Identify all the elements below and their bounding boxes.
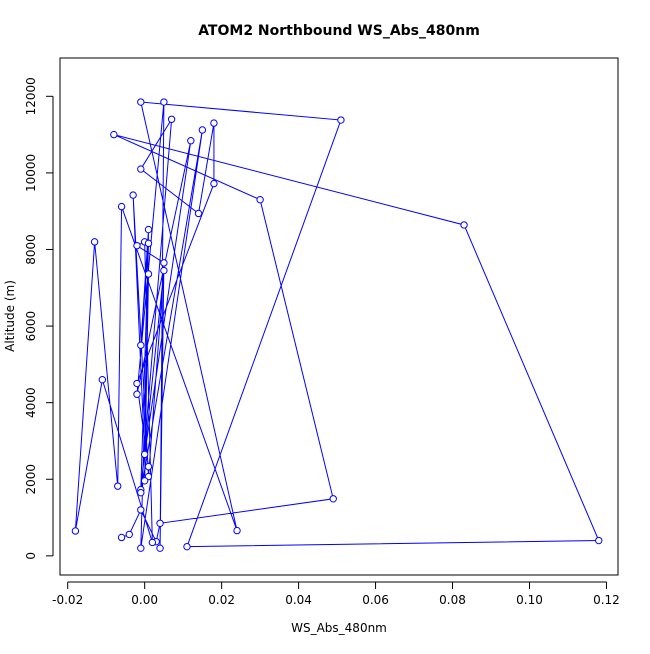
data-point xyxy=(140,477,149,485)
x-tick-label: 0.04 xyxy=(285,593,312,607)
plot-frame xyxy=(59,57,619,576)
x-tick-label: 0.08 xyxy=(439,593,466,607)
data-point xyxy=(198,126,207,134)
y-tick-label: 8000 xyxy=(24,234,38,265)
data-point xyxy=(187,137,195,145)
data-point xyxy=(71,527,80,535)
y-axis: 0 2000 4000 6000 8000 10000 12000 xyxy=(24,77,54,560)
y-tick-label: 2000 xyxy=(24,464,38,495)
data-point xyxy=(144,270,153,278)
x-tick-label: -0.02 xyxy=(52,593,83,607)
data-point xyxy=(117,533,126,542)
data-point xyxy=(256,195,264,204)
x-axis: -0.02 0.00 0.02 0.04 0.06 0.08 0.10 0.12 xyxy=(52,581,620,607)
data-point xyxy=(125,530,133,539)
data-point xyxy=(137,506,145,514)
x-tick-label: 0.00 xyxy=(131,593,158,607)
data-point xyxy=(140,450,149,459)
y-tick-label: 12000 xyxy=(24,77,38,115)
data-point xyxy=(114,482,122,490)
data-point xyxy=(233,526,241,535)
data-point xyxy=(183,542,191,551)
y-tick-label: 0 xyxy=(24,552,38,560)
data-point xyxy=(595,536,603,545)
data-point xyxy=(144,239,153,248)
x-axis-label: WS_Abs_480nm xyxy=(291,621,387,635)
data-point xyxy=(210,179,218,188)
x-tick-label: 0.12 xyxy=(593,593,620,607)
data-point xyxy=(137,488,145,497)
data-point xyxy=(210,119,218,127)
data-point xyxy=(129,191,137,199)
data-point xyxy=(117,202,126,211)
data-point xyxy=(137,341,145,349)
data-point xyxy=(167,115,176,123)
data-point xyxy=(460,221,468,229)
x-tick-label: 0.02 xyxy=(208,593,235,607)
data-point xyxy=(194,209,203,218)
data-point xyxy=(160,98,168,106)
data-point xyxy=(137,165,145,173)
x-tick-label: 0.06 xyxy=(362,593,389,607)
data-point xyxy=(160,259,168,267)
y-tick-label: 6000 xyxy=(24,311,38,342)
data-point xyxy=(144,462,153,471)
series-line xyxy=(74,101,600,549)
data-point xyxy=(90,238,99,246)
data-point xyxy=(144,225,153,234)
y-tick-label: 4000 xyxy=(24,387,38,418)
data-point xyxy=(156,544,164,552)
x-tick-label: 0.10 xyxy=(516,593,543,607)
chart-title: ATOM2 Northbound WS_Abs_480nm xyxy=(198,23,480,39)
data-point xyxy=(110,130,118,139)
data-point xyxy=(337,116,345,124)
data-point xyxy=(160,266,168,275)
data-point xyxy=(156,519,164,527)
data-point xyxy=(329,495,337,503)
y-axis-label: Altitude (m) xyxy=(3,280,17,352)
data-point xyxy=(133,379,141,388)
y-tick-label: 10000 xyxy=(24,154,38,192)
data-point xyxy=(133,241,141,250)
series-layer xyxy=(71,98,603,552)
data-point xyxy=(148,538,157,547)
data-point xyxy=(137,544,145,552)
data-point xyxy=(137,98,145,106)
data-point xyxy=(98,375,107,384)
data-point xyxy=(133,390,141,398)
